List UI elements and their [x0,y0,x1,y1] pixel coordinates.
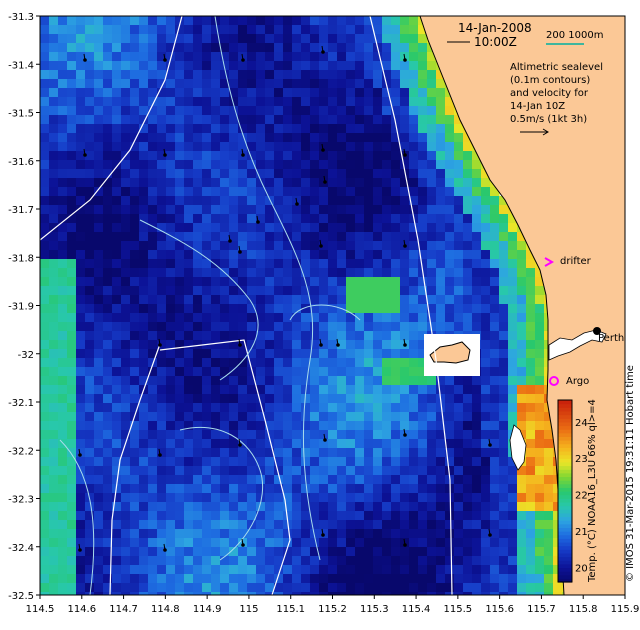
longitude-tick-label: 115.5 [444,604,473,615]
argo-label: Argo [566,376,589,387]
perth-marker [593,327,601,335]
longitude-tick-label: 115 [239,604,258,615]
description-line-1: Altimetric sealevel [510,62,603,73]
latitude-tick-label: -31.9 [8,302,34,313]
longitude-tick-label: 114.7 [109,604,138,615]
longitude-tick-label: 115.4 [402,604,431,615]
latitude-tick-label: -31.5 [8,109,34,120]
longitude-tick-label: 115.7 [527,604,556,615]
velocity-scale-arrowhead [542,128,549,136]
credit-text: © IMOS 31-Mar-2015 19:31:11 Hobart time [625,365,636,582]
velocity-arrows [78,45,492,552]
latitude-tick-label: -32.1 [8,398,34,409]
argo-float-marker [549,376,559,386]
colorbar-tick-label: 21 [575,527,588,538]
rottnest-island [429,341,471,364]
latitude-tick-label: -31.7 [8,205,34,216]
longitude-tick-label: 114.6 [67,604,96,615]
latitude-tick-label: -32.4 [8,543,34,554]
longitude-tick-label: 114.5 [26,604,55,615]
drifter-label: drifter [560,256,592,267]
colorbar-tick-label: 23 [575,454,588,465]
peel-inlet [509,424,527,471]
satellite-track [159,339,291,595]
latitude-tick-label: -31.4 [8,60,34,71]
latitude-tick-label: -31.6 [8,157,34,168]
colorbar-tick-label: 20 [575,563,588,574]
longitude-tick-label: 115.3 [360,604,389,615]
satellite-track [369,16,453,595]
colorbar-tick-label: 24 [575,418,588,429]
latitude-tick-label: -32 [18,350,34,361]
map-date: 14-Jan-2008 [458,21,532,35]
longitude-tick-label: 115.2 [318,604,347,615]
colorbar-label: Temp. (°C) NOAA16_L3U 66% ql>=4 [587,399,598,583]
description-line-2: (0.1m contours) [510,75,590,86]
longitude-tick-label: 115.8 [569,604,598,615]
description-line-4: 14-Jan 10Z [510,101,565,112]
latitude-tick-label: -32.2 [8,446,34,457]
longitude-tick-label: 114.9 [193,604,222,615]
latitude-tick-label: -31.3 [8,12,34,23]
longitude-tick-label: 115.9 [611,604,640,615]
latitude-tick-label: -31.8 [8,253,34,264]
sealevel-contours [59,16,361,595]
longitude-tick-label: 114.8 [151,604,180,615]
colorbar-frame [557,399,573,583]
latitude-tick-label: -32.5 [8,591,34,602]
latitude-tick-label: -32.3 [8,495,34,506]
map-panel [40,16,625,595]
perth-label: Perth [598,333,624,344]
description-line-3: and velocity for [510,88,589,99]
longitude-tick-label: 115.1 [276,604,305,615]
scale-label: 200 1000m [546,30,603,41]
map-time: 10:00Z [474,35,517,49]
colorbar: 20 21 22 23 24 Temp. (°C) NOAA16_L3U 66% ql>… [557,399,598,583]
sst-grid [40,16,572,595]
satellite-track [109,343,161,595]
colorbar-tick-label: 22 [575,491,588,502]
satellite-track [40,16,183,241]
swan-river [548,329,607,361]
latitude-axis: -31.3 -31.4 -31.5 -31.6 -31.7 -31.8 -31.9 -32 -3… [8,12,40,602]
longitude-axis: 114.5 114.6 114.7 114.8 114.9 115 115.1 115.2 11… [26,595,640,615]
description-line-5: 0.5m/s (1kt 3h) [510,114,587,125]
drifter-marker [544,257,555,267]
longitude-tick-label: 115.6 [485,604,514,615]
